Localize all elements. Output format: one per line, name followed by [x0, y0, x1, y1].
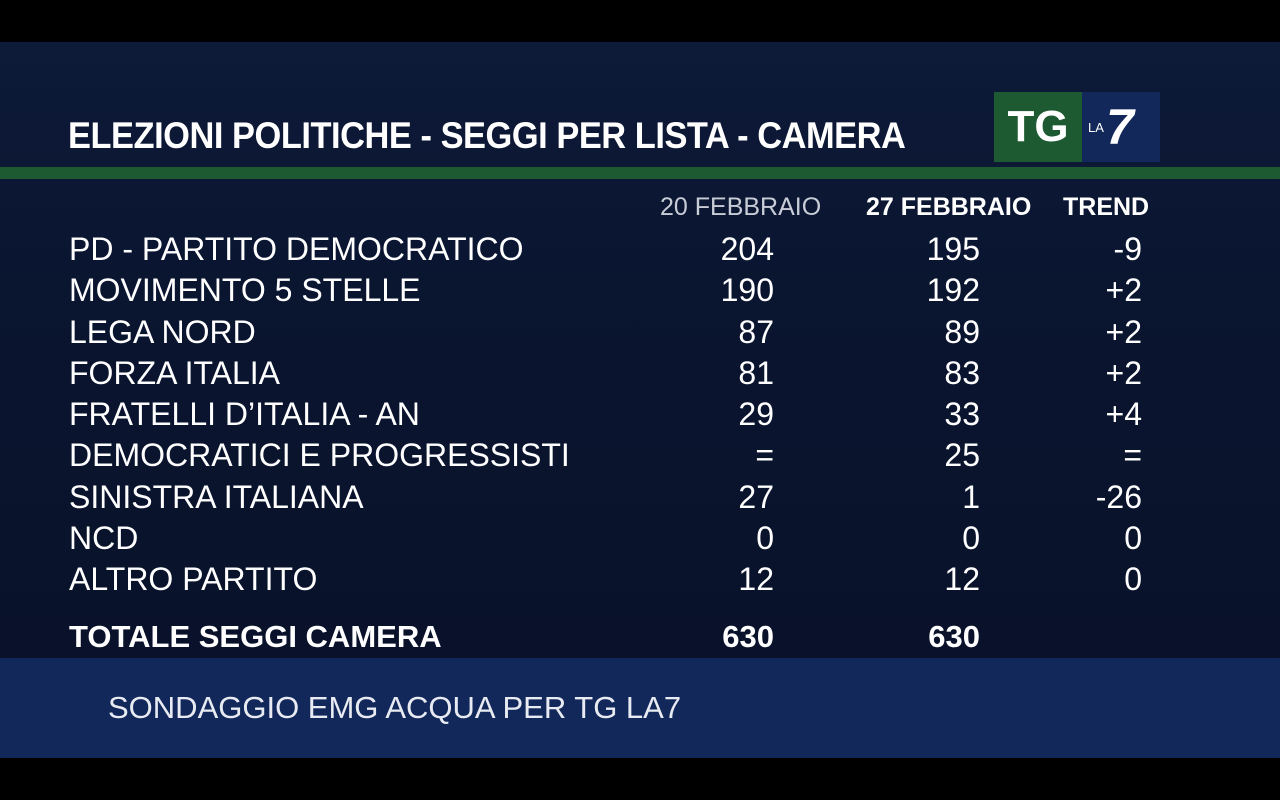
trend-value: +2 [1105, 354, 1142, 391]
source-bar [0, 658, 1280, 758]
party-name: ALTRO PARTITO [69, 561, 318, 598]
table-row: FRATELLI D’ITALIA - AN 29 33 +4 [0, 394, 1280, 435]
seats-20-febbraio: 204 [720, 231, 774, 267]
tg-la7-logo: TG LA 7 [994, 92, 1160, 162]
party-name: SINISTRA ITALIANA [69, 478, 364, 515]
party-name: NCD [69, 520, 139, 557]
seats-20-febbraio: 29 [738, 396, 774, 433]
seats-20-febbraio: 190 [720, 272, 774, 309]
seats-27-febbraio: 25 [944, 437, 980, 474]
table-row: NCD 0 0 0 [0, 518, 1280, 559]
party-name: PD - PARTITO DEMOCRATICO [69, 231, 524, 267]
seats-27-febbraio: 89 [944, 313, 980, 350]
seats-27-febbraio: 195 [926, 231, 980, 267]
seats-27-febbraio: 12 [944, 561, 980, 598]
source-note: SONDAGGIO EMG ACQUA PER TG LA7 [108, 690, 682, 725]
party-name: LEGA NORD [69, 313, 256, 350]
table-row: SINISTRA ITALIANA 27 1 -26 [0, 477, 1280, 518]
page-title: ELEZIONI POLITICHE - SEGGI PER LISTA - C… [68, 115, 906, 156]
seats-20-febbraio: 87 [738, 313, 774, 350]
column-header-20-febbraio: 20 FEBBRAIO [660, 193, 822, 221]
trend-value: +2 [1105, 313, 1142, 350]
seats-20-febbraio: 12 [738, 561, 774, 598]
trend-value: +2 [1105, 272, 1142, 309]
seats-27-febbraio: 83 [944, 354, 980, 391]
logo-tg: TG [994, 92, 1082, 162]
trend-value: 0 [1124, 520, 1142, 557]
trend-value: -26 [1095, 478, 1142, 515]
column-header-27-febbraio: 27 FEBBRAIO [866, 193, 1032, 221]
letterbox-bottom [0, 758, 1280, 800]
logo-la7: LA 7 [1082, 92, 1160, 162]
total-row: TOTALE SEGGI CAMERA 630 630 [0, 617, 1280, 657]
results-table: PD - PARTITO DEMOCRATICO 204 195 -9 MOVIMENT… [0, 229, 1280, 601]
trend-value: = [1123, 437, 1142, 474]
total-20-febbraio: 630 [722, 619, 774, 654]
seats-27-febbraio: 192 [926, 272, 980, 309]
total-label: TOTALE SEGGI CAMERA [69, 619, 442, 654]
party-name: MOVIMENTO 5 STELLE [69, 272, 421, 309]
column-header-trend: TREND [1063, 193, 1150, 221]
letterbox-top [0, 0, 1280, 42]
total-27-febbraio: 630 [928, 619, 980, 654]
trend-value: +4 [1105, 396, 1142, 433]
trend-value: 0 [1124, 561, 1142, 598]
logo-la: LA [1088, 120, 1104, 135]
table-row: MOVIMENTO 5 STELLE 190 192 +2 [0, 270, 1280, 311]
title-divider [0, 167, 1280, 179]
seats-20-febbraio: = [755, 437, 774, 474]
table-row: ALTRO PARTITO 12 12 0 [0, 559, 1280, 600]
table-row: LEGA NORD 87 89 +2 [0, 312, 1280, 353]
logo-seven: 7 [1106, 99, 1134, 155]
seats-20-febbraio: 27 [738, 478, 774, 515]
trend-value: -9 [1113, 231, 1142, 267]
party-name: FORZA ITALIA [69, 354, 280, 391]
table-row: DEMOCRATICI E PROGRESSISTI = 25 = [0, 435, 1280, 476]
seats-20-febbraio: 0 [756, 520, 774, 557]
table-row: PD - PARTITO DEMOCRATICO 204 195 -9 [0, 229, 1280, 270]
seats-27-febbraio: 33 [944, 396, 980, 433]
party-name: DEMOCRATICI E PROGRESSISTI [69, 437, 570, 474]
seats-27-febbraio: 0 [962, 520, 980, 557]
seats-20-febbraio: 81 [738, 354, 774, 391]
party-name: FRATELLI D’ITALIA - AN [69, 396, 420, 433]
table-row: FORZA ITALIA 81 83 +2 [0, 353, 1280, 394]
seats-27-febbraio: 1 [962, 478, 980, 515]
